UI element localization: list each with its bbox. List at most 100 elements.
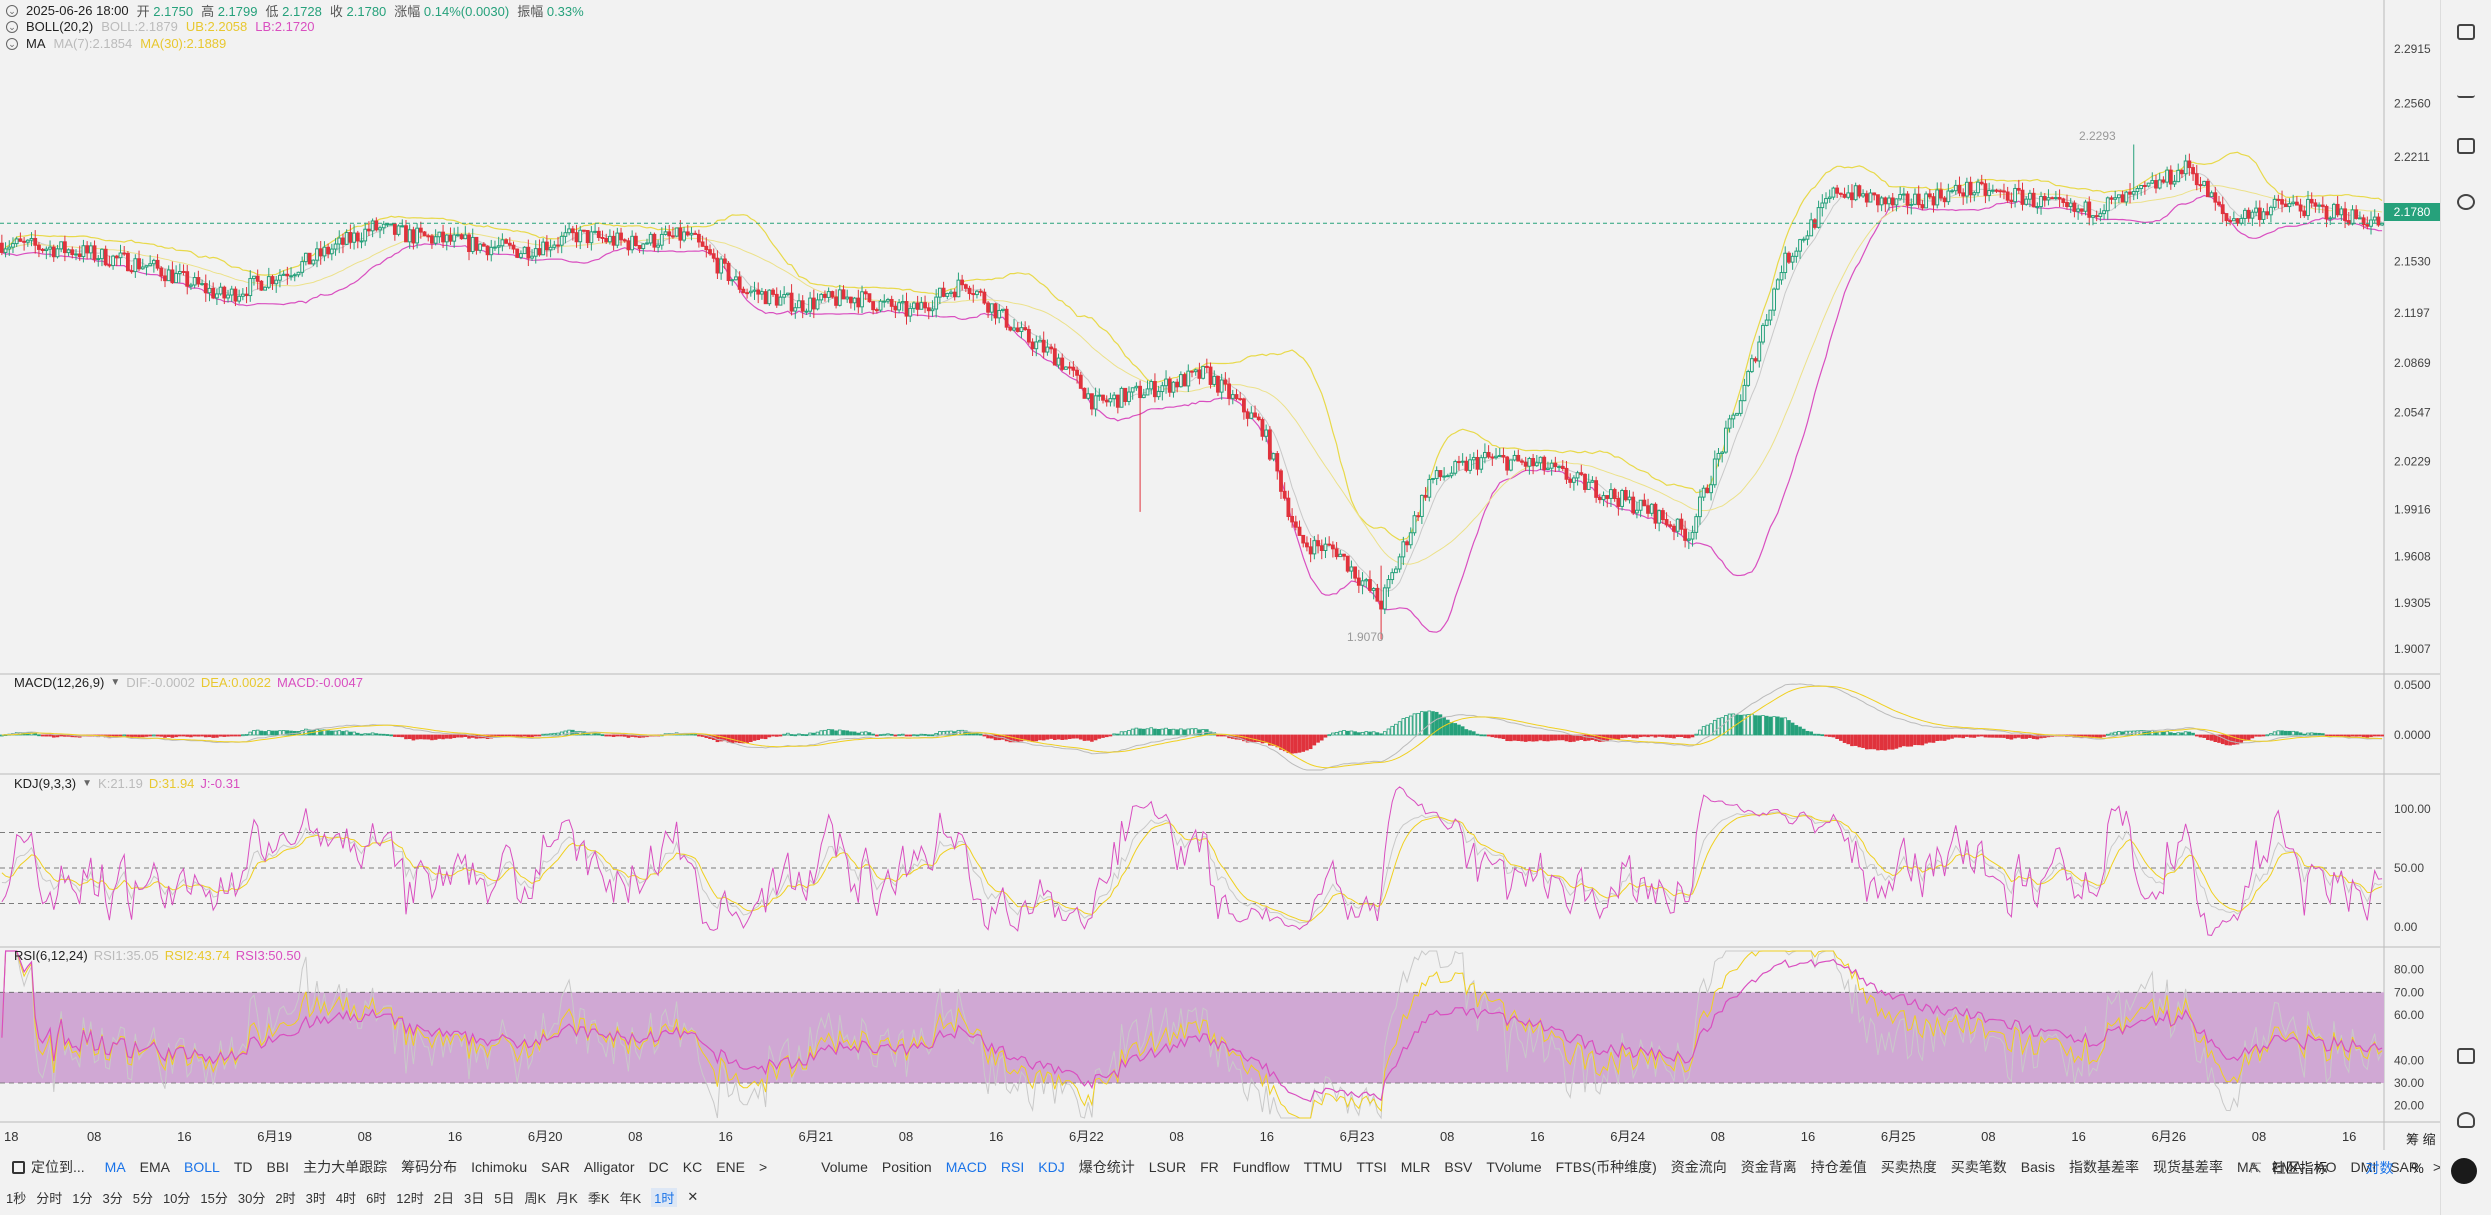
sub-indicator-9[interactable]: TTMU (1303, 1159, 1343, 1175)
close-icon[interactable]: ✕ (687, 1189, 699, 1204)
main-indicator-4[interactable]: BBI (266, 1159, 290, 1175)
sub-indicator-21[interactable]: 指数基差率 (2068, 1159, 2139, 1175)
sub-indicator-1[interactable]: Position (881, 1159, 932, 1175)
interval-20[interactable]: 1时 (651, 1187, 678, 1207)
main-indicator-12[interactable]: ENE (716, 1159, 745, 1175)
main-indicator-11[interactable]: KC (682, 1159, 703, 1175)
macd-histogram-bar (1242, 734, 1246, 742)
sub-indicator-11[interactable]: MLR (1400, 1159, 1431, 1175)
candle-body (2105, 197, 2110, 212)
macd-histogram-bar (1738, 714, 1743, 736)
sub-indicator-14[interactable]: FTBS(币种维度) (1555, 1159, 1657, 1175)
main-indicator-13[interactable]: > (758, 1159, 768, 1175)
dropdown-icon[interactable]: ▼ (82, 778, 93, 789)
macd-histogram-bar (1635, 734, 1639, 739)
indicator-icon[interactable] (2457, 138, 2475, 154)
sub-indicator-19[interactable]: 买卖笔数 (1950, 1159, 2007, 1175)
headset-icon[interactable] (2457, 1112, 2475, 1128)
collapse-icon[interactable]: ⌄ (6, 37, 18, 50)
main-indicator-2[interactable]: BOLL (184, 1159, 220, 1175)
interval-0[interactable]: 1秒 (6, 1190, 27, 1206)
main-indicator-8[interactable]: SAR (541, 1159, 570, 1175)
interval-5[interactable]: 10分 (162, 1190, 191, 1206)
macd-histogram-bar (949, 730, 953, 736)
sub-indicator-18[interactable]: 买卖热度 (1880, 1159, 1937, 1175)
sub-indicator-15[interactable]: 资金流向 (1670, 1159, 1727, 1175)
interval-14[interactable]: 3日 (464, 1190, 485, 1206)
sub-indicator-8[interactable]: Fundflow (1232, 1159, 1290, 1175)
candle-body (1034, 341, 1039, 350)
interval-16[interactable]: 周K (524, 1190, 547, 1206)
interval-7[interactable]: 30分 (237, 1190, 266, 1206)
exit-icon[interactable] (2457, 24, 2475, 40)
interval-15[interactable]: 5日 (494, 1190, 515, 1206)
app-logo-icon[interactable] (2451, 1158, 2477, 1184)
sub-indicator-17[interactable]: 持仓差值 (1810, 1159, 1867, 1175)
locate-button[interactable]: 定位到... (31, 1159, 85, 1175)
sub-indicator-22[interactable]: 现货基差率 (2152, 1159, 2223, 1175)
interval-11[interactable]: 6时 (366, 1190, 387, 1206)
macd-title[interactable]: MACD(12,26,9) (14, 675, 105, 690)
sub-indicator-16[interactable]: 资金背离 (1740, 1159, 1797, 1175)
interval-12[interactable]: 12时 (396, 1190, 424, 1206)
main-indicator-6[interactable]: 筹码分布 (401, 1159, 458, 1175)
candle-body (563, 232, 568, 237)
target-icon[interactable] (2457, 194, 2475, 210)
sub-indicator-28[interactable]: > (2433, 1159, 2442, 1175)
main-indicator-3[interactable]: TD (233, 1159, 253, 1175)
edit-icon[interactable]: ⇱ (2250, 1160, 2262, 1176)
sub-indicator-4[interactable]: KDJ (1038, 1159, 1065, 1175)
interval-9[interactable]: 3时 (305, 1190, 326, 1206)
sub-indicator-12[interactable]: BSV (1444, 1159, 1473, 1175)
interval-1[interactable]: 分时 (36, 1190, 63, 1206)
interval-13[interactable]: 2日 (433, 1190, 454, 1206)
interval-19[interactable]: 年K (619, 1190, 642, 1206)
sub-indicator-7[interactable]: FR (1200, 1159, 1219, 1175)
main-indicator-5[interactable]: 主力大单跟踪 (303, 1159, 388, 1175)
main-indicator-7[interactable]: Ichimoku (471, 1159, 528, 1175)
main-indicator-9[interactable]: Alligator (583, 1159, 635, 1175)
collapse-icon[interactable]: ⌄ (6, 4, 18, 17)
macd-histogram-bar (537, 734, 542, 737)
kdj-title[interactable]: KDJ(9,3,3) (14, 776, 77, 791)
interval-10[interactable]: 4时 (335, 1190, 357, 1206)
log-scale-toggle[interactable]: 对数 (2365, 1160, 2394, 1176)
main-indicator-1[interactable]: EMA (139, 1159, 171, 1175)
sub-indicator-13[interactable]: TVolume (1486, 1159, 1542, 1175)
interval-3[interactable]: 3分 (102, 1190, 123, 1206)
ma-title[interactable]: MA (26, 36, 46, 51)
sub-indicator-10[interactable]: TTSI (1356, 1159, 1387, 1175)
dropdown-icon[interactable]: ▼ (110, 677, 121, 688)
percent-toggle[interactable]: % (2411, 1160, 2424, 1176)
sub-indicator-6[interactable]: LSUR (1148, 1159, 1187, 1175)
sub-indicator-24[interactable]: EMA (2271, 1159, 2303, 1175)
sub-indicator-23[interactable]: MA (2236, 1159, 2258, 1175)
interval-18[interactable]: 季K (587, 1190, 610, 1206)
main-indicator-10[interactable]: DC (648, 1159, 669, 1175)
sub-indicator-2[interactable]: MACD (945, 1159, 987, 1175)
rsi-title[interactable]: RSI(6,12,24) (14, 948, 88, 963)
interval-17[interactable]: 月K (556, 1190, 578, 1206)
layout-icon[interactable] (2457, 1048, 2475, 1064)
macd-histogram-bar (207, 734, 212, 738)
corner-toggle[interactable]: 筹 缩 (2406, 1132, 2436, 1147)
sub-indicator-20[interactable]: Basis (2020, 1159, 2055, 1175)
interval-2[interactable]: 1分 (72, 1190, 93, 1206)
chart-type-icon[interactable] (2457, 82, 2475, 98)
sub-indicator-3[interactable]: RSI (1000, 1159, 1025, 1175)
interval-4[interactable]: 5分 (132, 1190, 153, 1206)
collapse-icon[interactable]: ⌄ (6, 20, 18, 33)
candle-body (1197, 369, 1202, 379)
boll-title[interactable]: BOLL(20,2) (26, 19, 94, 34)
main-indicator-0[interactable]: MA (104, 1159, 126, 1175)
sub-indicator-0[interactable]: Volume (821, 1159, 868, 1175)
sub-indicator-27[interactable]: SAR (2390, 1159, 2420, 1175)
community-indicator-button[interactable]: 社区指标 (2271, 1160, 2328, 1176)
sub-indicator-26[interactable]: DMI (2350, 1159, 2377, 1175)
interval-6[interactable]: 15分 (200, 1190, 228, 1206)
calendar-icon[interactable] (12, 1160, 25, 1174)
sub-indicator-25[interactable]: AO (2316, 1159, 2337, 1175)
sub-indicator-5[interactable]: 爆仓统计 (1078, 1159, 1135, 1175)
interval-8[interactable]: 2时 (275, 1190, 296, 1206)
